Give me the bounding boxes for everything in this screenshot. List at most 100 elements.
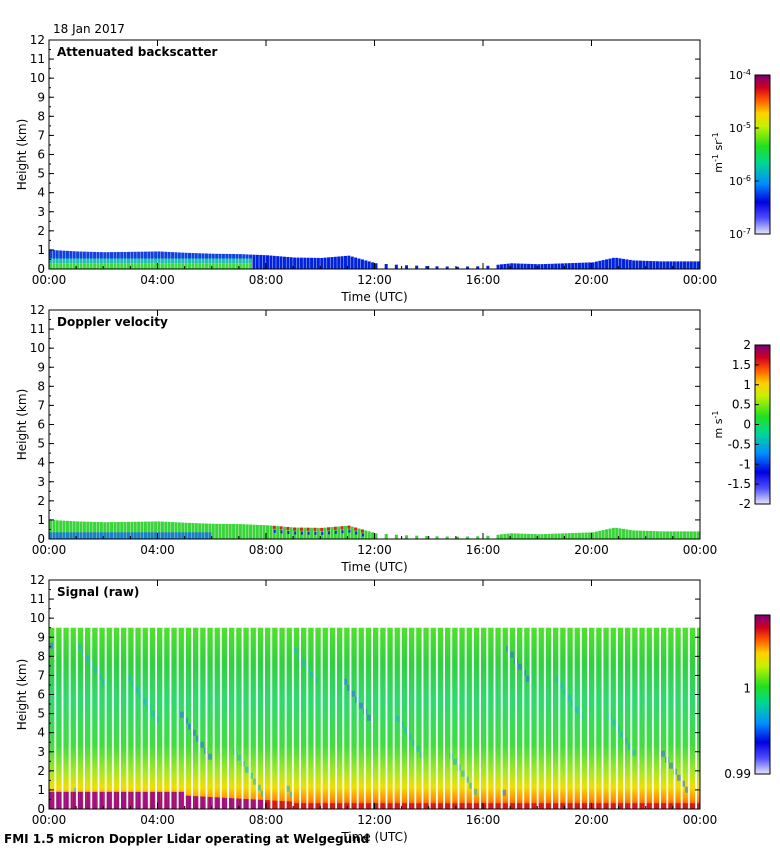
backscatter-cell — [130, 258, 134, 264]
velocity-cell — [204, 523, 208, 539]
velocity-cell — [279, 526, 283, 530]
velocity-cell — [310, 527, 314, 539]
backscatter-cell — [126, 251, 130, 259]
backscatter-cell — [65, 250, 69, 259]
backscatter-cell — [120, 263, 124, 269]
velocity-cell — [307, 531, 310, 535]
backscatter-cell — [167, 258, 171, 264]
backscatter-cell — [201, 258, 205, 264]
velocity-cell — [316, 527, 320, 539]
colorbar-tick-label: 1 — [743, 682, 751, 696]
velocity-cell — [533, 534, 537, 539]
velocity-cell — [313, 527, 317, 531]
velocity-cell — [577, 532, 581, 539]
velocity-cell — [527, 533, 531, 539]
velocity-cell — [242, 524, 246, 539]
backscatter-cell — [537, 264, 541, 269]
velocity-cell — [334, 530, 337, 534]
velocity-cell — [357, 528, 361, 539]
backscatter-cell — [76, 251, 80, 259]
velocity-cell — [635, 530, 639, 539]
backscatter-layer — [49, 249, 700, 269]
velocity-cell — [327, 527, 331, 531]
backscatter-cell — [638, 260, 642, 269]
backscatter-cell — [286, 256, 290, 269]
backscatter-cell — [150, 251, 154, 259]
backscatter-cell — [245, 263, 249, 269]
backscatter-cell — [103, 258, 107, 264]
x-tick-label: 00:00 — [683, 813, 718, 827]
backscatter-cell — [327, 257, 331, 269]
backscatter-cell — [249, 263, 253, 269]
velocity-cell — [130, 532, 134, 539]
velocity-cell — [177, 522, 181, 539]
backscatter-cell — [255, 254, 259, 269]
backscatter-cell — [367, 261, 371, 269]
backscatter-cell — [225, 258, 229, 264]
velocity-cell — [198, 523, 202, 539]
backscatter-cell — [86, 251, 90, 259]
backscatter-cell — [649, 261, 653, 269]
backscatter-cell — [232, 258, 236, 264]
backscatter-cell — [455, 266, 459, 269]
y-tick-label: 1 — [37, 243, 45, 257]
backscatter-cell — [655, 261, 659, 269]
backscatter-cell — [194, 253, 198, 259]
x-tick-label: 16:00 — [466, 543, 501, 557]
backscatter-cell — [96, 258, 100, 264]
backscatter-cell — [154, 258, 158, 264]
backscatter-cell — [215, 253, 219, 259]
backscatter-cell — [615, 257, 619, 269]
backscatter-cell — [666, 261, 670, 269]
backscatter-cell — [99, 258, 103, 264]
velocity-cell — [208, 532, 212, 539]
backscatter-cell — [204, 258, 208, 264]
velocity-cell — [554, 533, 558, 539]
velocity-cell — [99, 522, 103, 539]
velocity-cell — [99, 532, 103, 539]
backscatter-cell — [354, 257, 358, 269]
backscatter-cell — [191, 253, 195, 259]
backscatter-cell — [574, 262, 578, 269]
colorbar-tick-label: 1 — [743, 378, 751, 392]
backscatter-cell — [296, 257, 300, 269]
velocity-cell — [455, 536, 459, 539]
velocity-cell — [174, 522, 178, 539]
colorbar-tick-label: -1 — [739, 457, 751, 471]
x-tick-label: 00:00 — [32, 813, 67, 827]
backscatter-cell — [608, 258, 612, 269]
backscatter-cell — [184, 252, 188, 259]
backscatter-cell — [371, 262, 375, 269]
velocity-cell — [55, 520, 59, 539]
backscatter-cell — [306, 257, 310, 269]
velocity-cell — [123, 521, 127, 539]
panel-title: Doppler velocity — [57, 315, 168, 329]
backscatter-cell — [262, 255, 266, 269]
backscatter-cell — [550, 263, 554, 269]
backscatter-cell — [82, 251, 86, 259]
velocity-cell — [171, 522, 175, 539]
plot-area — [49, 40, 700, 269]
backscatter-cell — [279, 256, 283, 269]
backscatter-cell — [177, 252, 181, 259]
backscatter-cell — [79, 251, 83, 259]
panel-title: Signal (raw) — [57, 585, 139, 599]
velocity-cell — [238, 524, 242, 539]
backscatter-cell — [415, 265, 419, 269]
velocity-cell — [320, 527, 324, 531]
backscatter-cell — [194, 263, 198, 269]
x-tick-label: 00:00 — [683, 273, 718, 287]
backscatter-cell — [82, 263, 86, 269]
backscatter-cell — [59, 250, 63, 259]
velocity-cell — [394, 534, 398, 539]
velocity-cell — [286, 526, 290, 530]
velocity-cell — [466, 536, 470, 539]
backscatter-cell — [622, 258, 626, 269]
colorbar-tick-label: 10-5 — [729, 121, 751, 135]
velocity-cell — [272, 525, 276, 529]
x-tick-label: 16:00 — [466, 273, 501, 287]
backscatter-cell — [65, 263, 69, 269]
backscatter-cell — [486, 265, 490, 269]
colorbar-scale — [754, 74, 771, 235]
velocity-cell — [435, 536, 439, 539]
